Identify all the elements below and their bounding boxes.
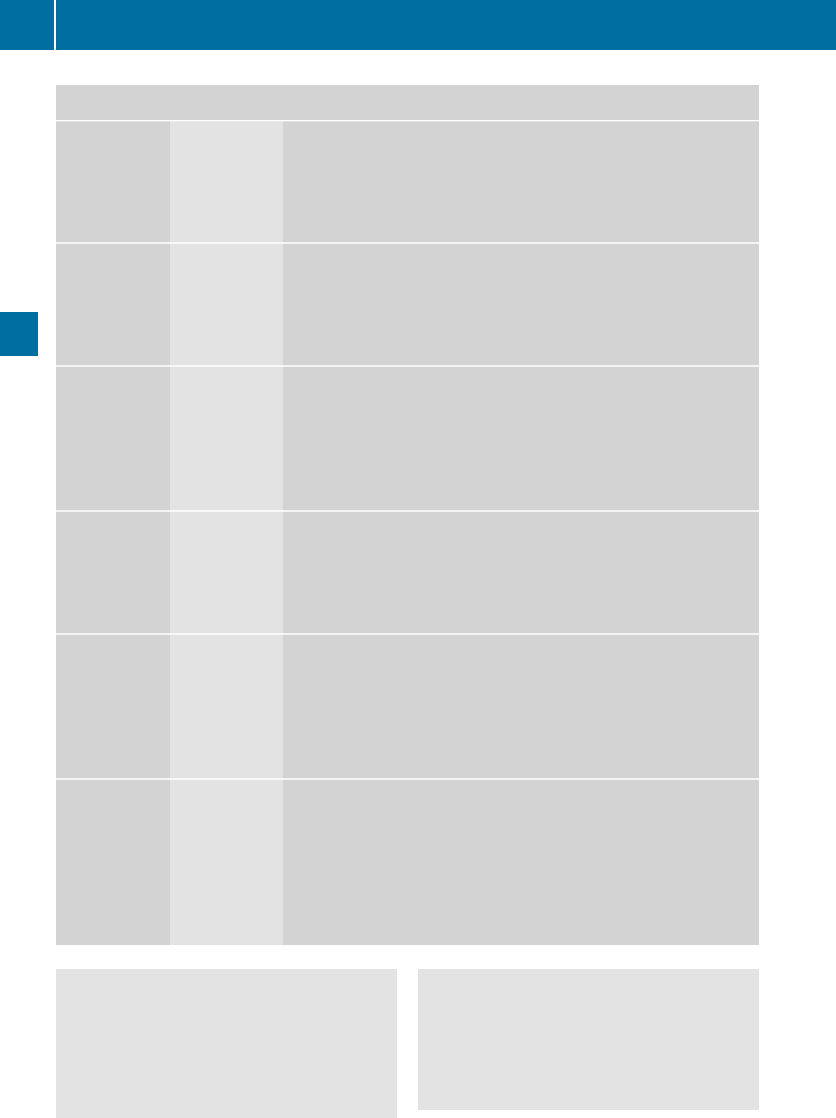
side-tab xyxy=(0,312,38,356)
note-box xyxy=(56,969,397,1118)
note-box xyxy=(418,969,759,1110)
table-header xyxy=(56,85,759,120)
column-2 xyxy=(170,120,283,945)
column-3 xyxy=(283,120,759,945)
header-bar xyxy=(0,0,836,50)
header-divider xyxy=(54,0,56,50)
table xyxy=(56,85,759,945)
table-body xyxy=(56,120,759,945)
column-1 xyxy=(56,120,170,945)
